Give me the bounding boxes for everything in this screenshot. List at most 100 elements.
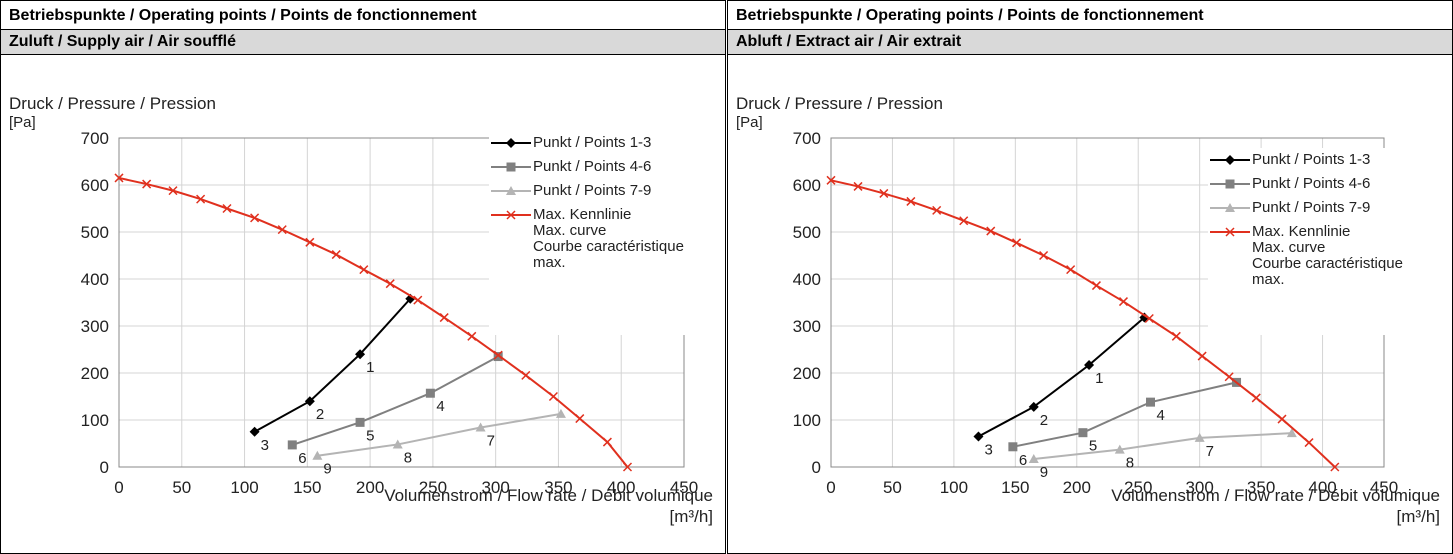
legend-label: Punkt / Points 7-9	[1252, 199, 1371, 216]
marker	[1091, 281, 1101, 291]
legend-label: Punkt / Points 4-6	[1252, 175, 1371, 192]
x-tick-label: 450	[1370, 478, 1398, 497]
marker	[1012, 238, 1022, 248]
legend-entry: Max. Kennlinie Max. curve Courbe caracté…	[1208, 224, 1452, 288]
x-tick-label: 300	[481, 478, 509, 497]
legend-swatch	[1210, 203, 1250, 212]
marker	[1084, 360, 1095, 371]
legend-swatch	[491, 138, 531, 148]
marker	[1039, 250, 1049, 261]
x-tick-label: 200	[1063, 478, 1091, 497]
marker	[196, 194, 206, 204]
panel-title: Betriebspunkte / Operating points / Poin…	[728, 1, 1452, 30]
marker	[277, 225, 287, 235]
legend-label: Max. Kennlinie Max. curve Courbe caracté…	[1252, 223, 1403, 288]
point-label: 5	[366, 427, 374, 444]
legend-label: Punkt / Points 1-3	[533, 134, 652, 151]
marker	[879, 188, 889, 198]
y-tick-label: 200	[81, 364, 109, 383]
marker	[312, 450, 323, 460]
y-tick-label: 700	[81, 129, 109, 148]
panel: 0 100 200 300 400 500 600 700 0 50 100 150 200 250 300…	[727, 0, 1453, 554]
marker	[622, 462, 633, 472]
legend-entry: Punkt / Points 1-3	[1208, 152, 1452, 168]
marker	[602, 437, 612, 447]
legend-swatch	[1210, 179, 1250, 189]
x-tick-label: 150	[293, 478, 321, 497]
x-axis-label: Volumenstrom / Flow rate / Débit volumiq…	[384, 486, 713, 505]
marker	[222, 203, 232, 214]
marker	[1028, 401, 1039, 412]
chart: 0 100 200 300 400 500 600 700 0 50 100 150 200 250 300…	[736, 94, 1440, 526]
y-tick-label: 200	[793, 364, 821, 383]
legend-label: Max. Kennlinie Max. curve Courbe caracté…	[533, 206, 684, 271]
legend: Punkt / Points 1-3 Punkt / Points 4-6 Punk…	[489, 131, 725, 335]
marker	[575, 414, 585, 424]
marker	[304, 396, 315, 407]
y-tick-label: 0	[812, 458, 821, 477]
marker	[413, 295, 423, 305]
point-label: 8	[404, 449, 412, 466]
y-axis-unit: [Pa]	[736, 114, 763, 131]
series-line	[977, 316, 1146, 438]
series-line	[317, 412, 562, 457]
point-label: 7	[1206, 443, 1214, 460]
legend-entry: Punkt / Points 7-9	[489, 183, 725, 199]
x-tick-label: 300	[1185, 478, 1213, 497]
marker	[249, 426, 260, 437]
x-tick-label: 100	[940, 478, 968, 497]
series-line	[118, 176, 629, 468]
marker	[305, 237, 315, 247]
marker	[1028, 454, 1039, 464]
marker	[826, 175, 836, 185]
legend-label: Punkt / Points 7-9	[533, 182, 652, 199]
marker	[493, 350, 503, 360]
marker	[475, 422, 486, 432]
marker	[521, 370, 531, 380]
marker	[853, 181, 863, 191]
x-tick-label: 350	[1247, 478, 1275, 497]
panel-title: Betriebspunkte / Operating points / Poin…	[1, 1, 725, 30]
legend-swatch	[1210, 155, 1250, 165]
marker	[287, 440, 297, 450]
marker	[1330, 462, 1340, 472]
marker	[506, 186, 516, 195]
panel: 0 100 200 300 400 500 600 700 0 50 100 150 200 250 300…	[0, 0, 726, 554]
series-line	[1012, 381, 1237, 448]
x-axis-unit: [m³/h]	[670, 507, 713, 526]
y-tick-label: 400	[793, 270, 821, 289]
point-label: 2	[316, 406, 324, 423]
y-axis-unit: [Pa]	[9, 114, 36, 131]
marker	[168, 186, 178, 196]
marker	[114, 173, 124, 183]
x-tick-label: 50	[883, 478, 902, 497]
point-label: 4	[436, 398, 444, 415]
legend: Punkt / Points 1-3 Punkt / Points 4-6 Punk…	[1208, 148, 1452, 335]
marker	[1277, 414, 1287, 424]
point-label: 5	[1089, 438, 1097, 455]
x-tick-label: 150	[1001, 478, 1029, 497]
marker	[1286, 428, 1297, 438]
marker	[973, 431, 984, 442]
series-line	[1033, 432, 1292, 461]
x-tick-label: 0	[826, 478, 835, 497]
y-tick-label: 400	[81, 270, 109, 289]
marker	[1066, 265, 1076, 275]
point-label: 4	[1157, 407, 1165, 424]
series-line	[291, 355, 499, 446]
point-label: 3	[261, 437, 269, 454]
marker	[1225, 155, 1235, 165]
legend-label: Punkt / Points 4-6	[533, 158, 652, 175]
marker	[932, 205, 942, 215]
y-tick-label: 600	[793, 176, 821, 195]
y-axis-label: Druck / Pressure / Pression	[736, 94, 943, 113]
marker	[142, 179, 152, 189]
x-axis-unit: [m³/h]	[1397, 507, 1440, 526]
marker	[1225, 227, 1235, 237]
series-line	[254, 298, 412, 433]
marker	[250, 213, 260, 223]
legend-swatch	[491, 162, 531, 172]
point-label: 8	[1126, 455, 1134, 472]
marker	[506, 138, 516, 148]
